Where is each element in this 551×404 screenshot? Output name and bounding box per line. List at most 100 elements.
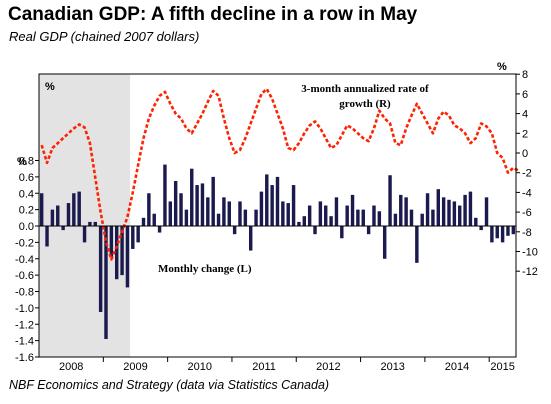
- monthly-change-bar: [211, 176, 215, 227]
- monthly-change-bar: [307, 205, 312, 226]
- monthly-change-bar: [82, 226, 87, 243]
- monthly-change-bar: [163, 164, 167, 226]
- left-axis-label: -0.6: [15, 270, 34, 282]
- monthly-change-bar: [350, 194, 355, 226]
- x-axis-year-label: 2012: [316, 361, 340, 373]
- monthly-change-bar: [179, 193, 183, 226]
- monthly-change-bar: [324, 205, 328, 226]
- right-axis-label: -4: [522, 187, 532, 199]
- monthly-change-bar: [329, 216, 333, 226]
- x-axis-year-label: 2014: [445, 361, 469, 373]
- monthly-change-bar: [61, 226, 65, 231]
- monthly-change-bar: [506, 226, 510, 236]
- monthly-change-bar: [125, 226, 130, 288]
- monthly-change-bar: [318, 201, 323, 226]
- left-axis-label: -0.2: [15, 237, 34, 249]
- monthly-change-bar: [291, 185, 296, 226]
- monthly-change-bar: [232, 226, 237, 235]
- left-axis-label: 0.8: [19, 156, 34, 168]
- monthly-change-bar: [45, 226, 49, 247]
- monthly-change-bar: [184, 209, 189, 227]
- monthly-change-bar: [468, 191, 473, 226]
- monthly-change-bar: [388, 175, 392, 226]
- monthly-change-bar: [415, 226, 419, 263]
- right-axis-label: 8: [522, 69, 528, 81]
- recession-shading: [39, 74, 131, 357]
- left-axis-label: 0.4: [19, 188, 34, 200]
- monthly-change-bar: [120, 226, 124, 276]
- monthly-change-bar: [361, 209, 365, 227]
- chart-subtitle: Real GDP (chained 2007 dollars): [9, 29, 200, 44]
- monthly-change-bar: [441, 197, 446, 226]
- monthly-change-bar: [372, 205, 376, 226]
- chart-title: Canadian GDP: A fifth decline in a row i…: [8, 4, 418, 25]
- right-axis-label: -12: [522, 266, 538, 278]
- monthly-change-bar: [452, 201, 457, 226]
- monthly-change-bar: [334, 197, 339, 226]
- monthly-change-bar: [248, 226, 253, 251]
- monthly-change-bar: [56, 205, 60, 226]
- line-series-label: 3-month annualized rate of growth (R): [301, 83, 429, 110]
- x-axis-year-label: 2011: [252, 361, 276, 373]
- monthly-change-bar: [431, 209, 435, 227]
- monthly-change-bar: [409, 209, 414, 227]
- x-axis-year-label: 2009: [123, 361, 147, 373]
- monthly-change-bar: [243, 209, 248, 227]
- left-axis-label: 0.6: [19, 172, 34, 184]
- recession-unit-label: %: [45, 81, 55, 93]
- left-axis-label: 0.0: [19, 221, 34, 233]
- monthly-change-bar: [200, 183, 205, 226]
- right-axis-label: 2: [522, 128, 528, 140]
- monthly-change-bar: [484, 197, 489, 226]
- monthly-change-bar: [366, 226, 371, 235]
- monthly-change-bar: [206, 197, 210, 226]
- left-axis-label: -1.4: [15, 336, 34, 348]
- monthly-change-bar: [297, 221, 301, 226]
- plot-frame: [38, 73, 517, 358]
- monthly-change-bar: [227, 201, 231, 226]
- x-axis-year-label: 2015: [490, 361, 514, 373]
- monthly-change-bar: [313, 226, 317, 235]
- monthly-change-bar: [399, 194, 403, 226]
- right-axis-label: -10: [522, 247, 538, 259]
- monthly-change-bar: [66, 203, 71, 226]
- monthly-change-bar: [377, 211, 382, 226]
- monthly-change-bar: [382, 226, 387, 259]
- monthly-change-bar: [340, 226, 344, 239]
- monthly-change-bar: [511, 226, 516, 235]
- monthly-change-bar: [356, 209, 360, 227]
- monthly-change-bar: [436, 189, 440, 226]
- monthly-change-bar: [495, 226, 499, 239]
- monthly-change-bar: [281, 201, 285, 226]
- monthly-change-bar: [98, 226, 103, 312]
- left-axis-unit: %: [17, 156, 27, 168]
- monthly-change-bar: [222, 197, 226, 226]
- monthly-change-bar: [109, 226, 114, 258]
- monthly-change-bar: [259, 191, 264, 226]
- monthly-change-bar: [157, 226, 162, 233]
- right-axis-label: 6: [522, 89, 528, 101]
- monthly-change-bar: [447, 199, 451, 226]
- right-axis-unit: %: [497, 61, 507, 73]
- monthly-change-bar: [50, 209, 55, 227]
- left-axis-label: -0.4: [15, 254, 34, 266]
- monthly-change-bar: [173, 180, 178, 226]
- monthly-change-bar: [136, 226, 140, 243]
- left-axis-label: 0.2: [19, 205, 34, 217]
- monthly-change-bar: [238, 201, 242, 226]
- monthly-change-bar: [490, 226, 494, 243]
- monthly-change-bar: [425, 193, 430, 226]
- right-axis-label: -6: [522, 207, 532, 219]
- monthly-change-bar: [393, 213, 398, 226]
- monthly-change-bar: [265, 174, 269, 226]
- monthly-change-bar: [141, 217, 146, 226]
- monthly-change-bar: [93, 221, 97, 226]
- annualized-growth-line: [40, 87, 520, 261]
- monthly-change-bar: [286, 203, 290, 226]
- right-axis-label: -2: [522, 168, 532, 180]
- monthly-change-bar: [77, 191, 81, 226]
- monthly-change-bar: [458, 205, 462, 226]
- monthly-change-bar: [254, 209, 258, 227]
- monthly-change-bar: [479, 226, 483, 231]
